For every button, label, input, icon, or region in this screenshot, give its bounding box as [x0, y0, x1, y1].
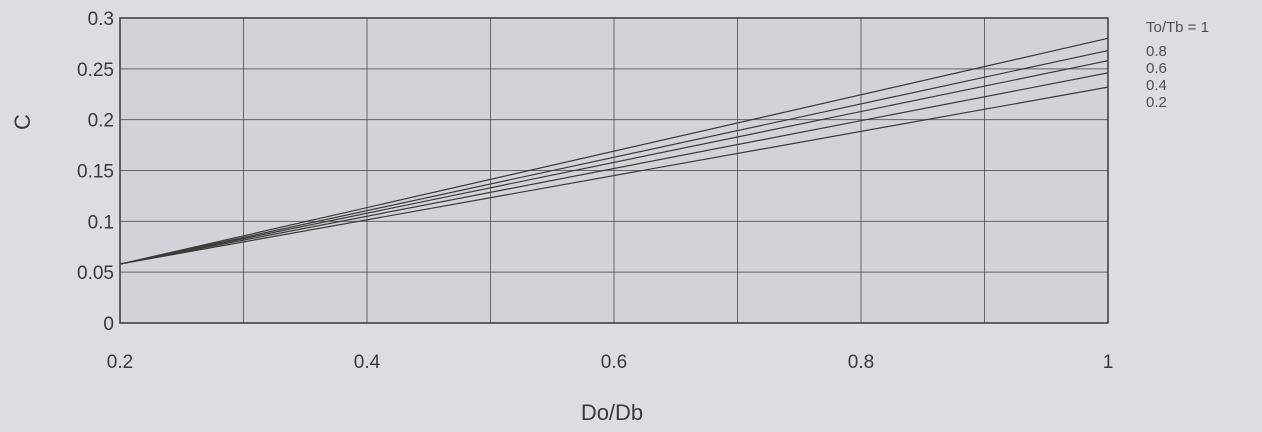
y-tick-label: 0.3 [88, 9, 114, 30]
x-tick-label: 0.8 [848, 352, 874, 373]
series-lines [119, 37, 1109, 265]
y-tick-label: 0.05 [77, 263, 114, 284]
series-line-0_2 [119, 86, 1109, 265]
y-tick-labels: 0 0.05 0.1 0.15 0.2 0.25 0.3 [77, 9, 114, 335]
series-line-0_6 [119, 60, 1109, 265]
legend-entry: 0.6 [1146, 60, 1167, 77]
x-tick-label: 0.4 [354, 352, 381, 373]
x-axis-title: Do/Db [581, 400, 643, 425]
y-tick-label: 0.2 [88, 111, 114, 132]
x-tick-label: 0.2 [107, 352, 133, 373]
legend-entry: 0.4 [1146, 77, 1167, 94]
x-tick-label: 0.6 [601, 352, 627, 373]
legend: To/Tb = 1 0.80.60.40.2 [1146, 19, 1209, 111]
series-line-0_4 [119, 72, 1109, 265]
legend-entry: 0.2 [1146, 94, 1167, 111]
y-tick-label: 0.1 [88, 212, 114, 233]
y-axis-title: C [10, 114, 35, 130]
legend-header: To/Tb = 1 [1146, 19, 1209, 36]
y-tick-label: 0.25 [77, 60, 114, 81]
plot-frame [119, 17, 1109, 324]
series-line-0_8 [119, 49, 1109, 265]
y-tick-label: 0 [103, 314, 114, 335]
x-tick-labels: 0.2 0.4 0.6 0.8 1 [107, 352, 1114, 373]
legend-entry: 0.8 [1146, 43, 1167, 60]
y-tick-label: 0.15 [77, 162, 114, 183]
x-tick-label: 1 [1103, 352, 1114, 373]
plot-border [119, 17, 1109, 324]
series-line-1 [119, 37, 1109, 265]
